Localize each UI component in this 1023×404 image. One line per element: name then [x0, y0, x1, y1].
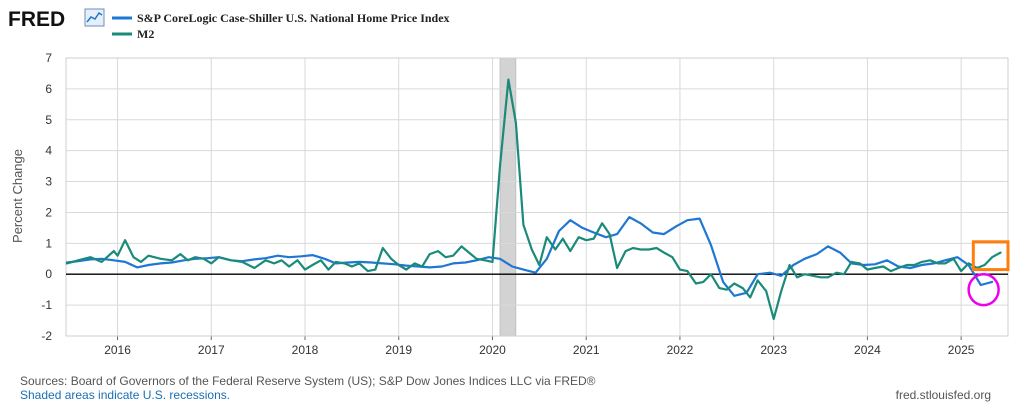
legend-label-m2: M2	[137, 27, 154, 41]
x-tick-label-2016: 2016	[104, 343, 131, 357]
x-tick-label-2018: 2018	[292, 343, 319, 357]
fred-site-link[interactable]: fred.stlouisfed.org	[895, 388, 991, 402]
home-price-index-line	[65, 216, 994, 297]
x-tick-label-2019: 2019	[385, 343, 412, 357]
recession-note-link[interactable]: Shaded areas indicate U.S. recessions.	[20, 388, 231, 402]
x-tick-label-2024: 2024	[854, 343, 881, 357]
plot-border	[65, 57, 1009, 337]
y-axis-label: Percent Change	[10, 149, 25, 243]
y-tick-label-0: 0	[45, 267, 52, 281]
x-tick-label-2023: 2023	[760, 343, 787, 357]
y-tick-label-7: 7	[45, 51, 52, 65]
annotation-circle-home-price	[967, 272, 1000, 307]
y-tick-label-5: 5	[45, 113, 52, 127]
annotation-box-m2	[971, 240, 1010, 272]
y-tick-label-2: 2	[45, 205, 52, 219]
legend-label-home-price: S&P CoreLogic Case-Shiller U.S. National…	[137, 11, 450, 25]
y-tick-label-1: 1	[45, 236, 52, 250]
x-tick-label-2025: 2025	[948, 343, 975, 357]
x-tick-label-2021: 2021	[573, 343, 600, 357]
graph-icon	[84, 8, 105, 27]
legend: S&P CoreLogic Case-Shiller U.S. National…	[112, 11, 450, 41]
recession-shade-0	[499, 57, 517, 337]
y-tick-label-4: 4	[45, 144, 52, 158]
y-tick-label--2: -2	[41, 329, 52, 343]
y-tick-label-6: 6	[45, 82, 52, 96]
sources-note: Sources: Board of Governors of the Feder…	[20, 374, 596, 388]
m2-line	[65, 78, 1002, 321]
y-tick-label-3: 3	[45, 175, 52, 189]
y-tick-label--1: -1	[41, 298, 52, 312]
x-tick-label-2017: 2017	[198, 343, 225, 357]
x-tick-label-2020: 2020	[479, 343, 506, 357]
plot-area: -2 -1 0 1 2 3 4 5 6 7 2016 2017 2018 2019 2020 2021 2022…	[41, 51, 1010, 357]
fred-logo-text: FRED	[8, 8, 65, 31]
x-tick-label-2022: 2022	[667, 343, 694, 357]
fred-logo[interactable]: FRED	[8, 8, 105, 31]
